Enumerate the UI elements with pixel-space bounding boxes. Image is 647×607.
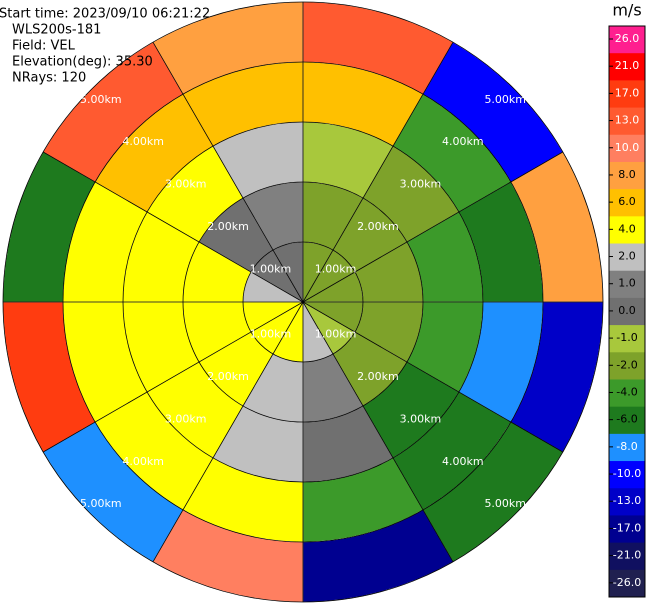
colorbar-title: m/s	[612, 1, 641, 20]
range-label: 2.00km	[207, 220, 249, 233]
colorbar-bin	[609, 297, 645, 326]
colorbar-label: 17.0	[615, 86, 640, 99]
range-label: 4.00km	[442, 135, 484, 148]
colorbar-label: 6.0	[618, 195, 636, 208]
range-label: 3.00km	[165, 412, 207, 425]
spoke	[152, 41, 304, 303]
range-ring	[182, 181, 424, 423]
colorbar-bin	[609, 53, 645, 81]
info-text: WLS200s-181	[12, 23, 101, 38]
info-text: Elevation(deg): 35.30	[12, 55, 153, 70]
range-label: 5.00km	[80, 497, 122, 510]
colorbar-bin	[609, 243, 645, 272]
colorbar-label: 26.0	[615, 32, 640, 45]
colorbar-bin	[609, 433, 645, 462]
colorbar-bin	[609, 569, 645, 598]
spoke	[42, 151, 304, 303]
spoke	[42, 301, 304, 453]
colorbar-label: 13.0	[615, 114, 640, 127]
range-label: 1.00km	[250, 328, 292, 341]
range-label: 4.00km	[442, 455, 484, 468]
colorbar-bin	[609, 26, 645, 54]
range-ring	[2, 1, 604, 603]
colorbar-label: -26.0	[613, 576, 641, 589]
range-label: 1.00km	[315, 262, 357, 275]
colorbar-label: -8.0	[616, 440, 637, 453]
overlay: 1.00km 1.00km 1.00km 1.00km 2.00km 2.00km 2.00…	[2, 1, 604, 603]
colorbar-bin	[609, 406, 645, 435]
colorbar-label: -4.0	[616, 385, 637, 398]
colorbar-bin	[609, 352, 645, 380]
spoke	[152, 301, 304, 563]
colorbar-label: -17.0	[613, 521, 641, 534]
ppi-field	[2, 1, 604, 603]
spoke	[302, 41, 454, 303]
info-text: Start time: 2023/09/10 06:21:22	[0, 7, 210, 22]
colorbar-bin	[609, 488, 645, 516]
range-label: 2.00km	[357, 370, 399, 383]
colorbar-bin	[609, 80, 645, 109]
colorbar-label: 0.0	[618, 304, 636, 317]
range-label: 5.00km	[80, 93, 122, 106]
colorbar-label: -13.0	[613, 494, 641, 507]
colorbar-bin	[609, 461, 645, 489]
colorbar-label: -30.0	[613, 603, 641, 607]
colorbar-label: 4.0	[618, 222, 636, 235]
colorbar-label: -1.0	[616, 331, 637, 344]
colorbar-bin	[609, 161, 645, 190]
range-label: 2.00km	[207, 370, 249, 383]
range-ring	[242, 241, 364, 363]
colorbar-label: 8.0	[618, 168, 636, 181]
spoke	[302, 151, 564, 303]
colorbar-bin	[609, 189, 645, 217]
range-label: 4.00km	[122, 135, 164, 148]
colorbar-label: -2.0	[616, 358, 637, 371]
colorbar-label: 21.0	[615, 59, 640, 72]
range-label: 3.00km	[400, 178, 442, 191]
colorbar-bin	[609, 216, 645, 245]
colorbar-label: -10.0	[613, 467, 641, 480]
range-label: 1.00km	[250, 262, 292, 275]
range-label: 1.00km	[315, 328, 357, 341]
spoke	[302, 301, 454, 563]
colorbar-label: -6.0	[616, 413, 637, 426]
colorbar-bin	[609, 270, 645, 299]
colorbar-bin	[609, 134, 645, 163]
spoke	[302, 301, 564, 453]
range-ring	[62, 61, 544, 543]
range-label: 5.00km	[484, 497, 526, 510]
colorbar-label: -21.0	[613, 549, 641, 562]
range-label: 3.00km	[165, 178, 207, 191]
info-text: Field: VEL	[12, 39, 76, 54]
colorbar-frame	[608, 25, 646, 598]
colorbar-label: 10.0	[615, 141, 640, 154]
colorbar-bin	[609, 542, 645, 571]
colorbar-label: 2.0	[618, 250, 636, 263]
info-text: NRays: 120	[12, 71, 86, 86]
colorbar-bin	[609, 379, 645, 408]
colorbar-bin	[609, 325, 645, 353]
colorbar-bin	[609, 107, 645, 136]
range-label: 3.00km	[400, 412, 442, 425]
range-label: 2.00km	[357, 220, 399, 233]
range-label: 5.00km	[484, 93, 526, 106]
range-ring	[122, 121, 484, 483]
colorbar-bin	[609, 515, 645, 544]
range-label: 4.00km	[122, 455, 164, 468]
colorbar-label: 1.0	[618, 277, 636, 290]
